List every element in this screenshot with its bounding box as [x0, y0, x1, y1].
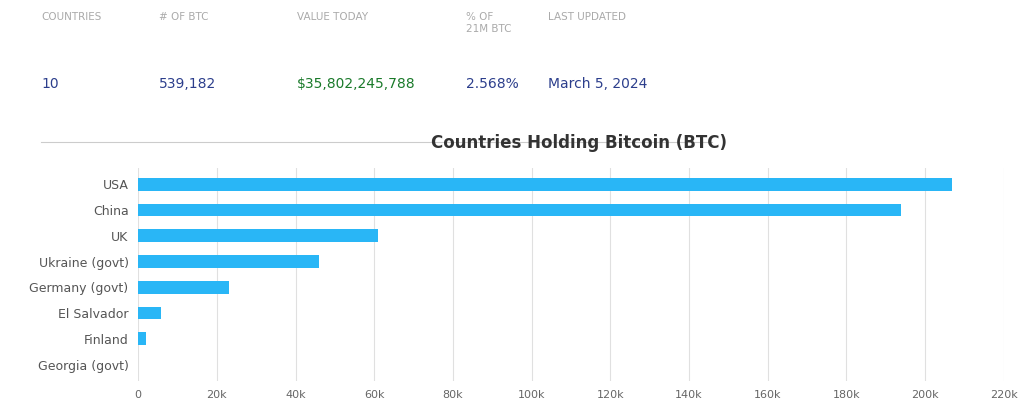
- Bar: [138, 307, 161, 320]
- Text: VALUE TODAY: VALUE TODAY: [297, 12, 368, 22]
- Text: Countries Holding Bitcoin (BTC): Countries Holding Bitcoin (BTC): [430, 134, 727, 152]
- Text: COUNTRIES: COUNTRIES: [41, 12, 101, 22]
- Text: 10: 10: [41, 77, 58, 91]
- Bar: [138, 204, 901, 216]
- Text: LAST UPDATED: LAST UPDATED: [548, 12, 626, 22]
- Bar: [138, 178, 952, 191]
- Text: 539,182: 539,182: [159, 77, 216, 91]
- Bar: [138, 333, 146, 345]
- Text: 2.568%: 2.568%: [466, 77, 519, 91]
- Text: $35,802,245,788: $35,802,245,788: [297, 77, 416, 91]
- Bar: [138, 281, 228, 294]
- Bar: [138, 229, 378, 242]
- Text: # OF BTC: # OF BTC: [159, 12, 208, 22]
- Text: % OF
21M BTC: % OF 21M BTC: [466, 12, 511, 34]
- Text: March 5, 2024: March 5, 2024: [548, 77, 647, 91]
- Bar: [138, 255, 319, 268]
